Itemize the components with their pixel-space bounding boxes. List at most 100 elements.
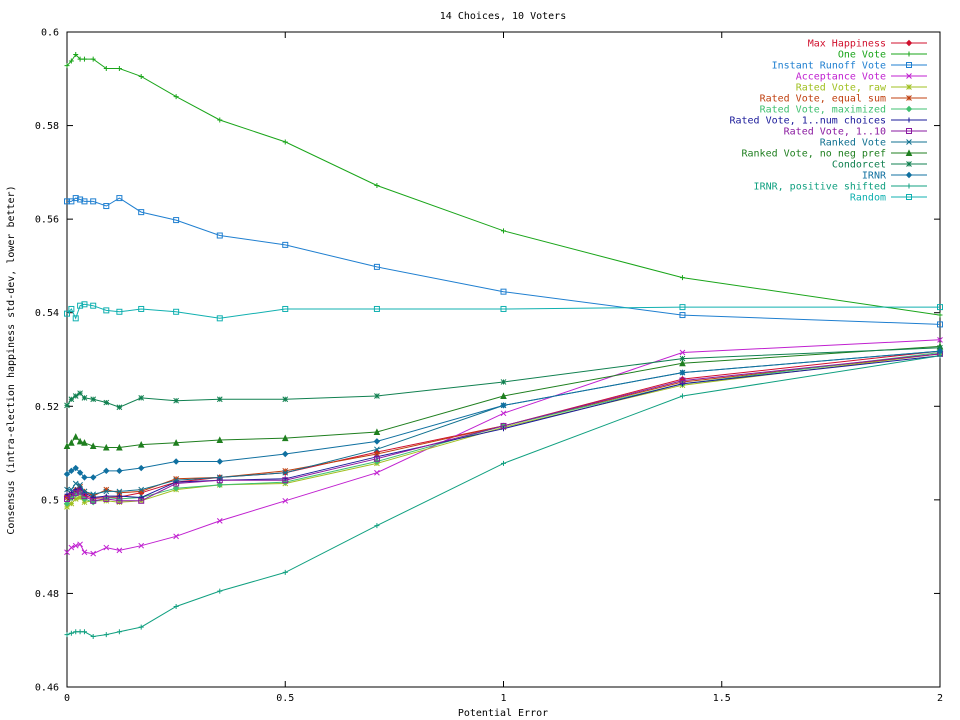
series-point bbox=[116, 547, 123, 554]
series-point bbox=[64, 63, 70, 69]
x-axis-label: Potential Error bbox=[458, 708, 548, 719]
series-point bbox=[64, 402, 70, 409]
series-point bbox=[173, 604, 179, 610]
series-point bbox=[216, 436, 224, 443]
series-point bbox=[937, 353, 943, 359]
series-point bbox=[679, 369, 686, 376]
legend-label: Instant Runoff Vote bbox=[772, 61, 886, 72]
series-point bbox=[216, 474, 223, 481]
series-line bbox=[66, 347, 941, 408]
legend-marker bbox=[905, 39, 913, 47]
series-point bbox=[68, 305, 75, 312]
legend-item: Rated Vote, 1..num choices bbox=[729, 116, 927, 127]
legend-marker bbox=[906, 84, 912, 90]
series-point bbox=[282, 241, 289, 248]
series-point bbox=[500, 410, 507, 417]
series-point bbox=[282, 478, 289, 486]
series-point bbox=[63, 500, 71, 507]
series-point bbox=[72, 542, 79, 549]
series-point bbox=[172, 458, 180, 465]
series-point bbox=[138, 209, 145, 216]
legend-item: Max Happiness bbox=[808, 39, 927, 50]
series-point bbox=[173, 308, 180, 315]
series-point bbox=[68, 396, 75, 403]
series-point bbox=[103, 497, 110, 504]
series-point bbox=[68, 439, 75, 446]
series-1 bbox=[64, 51, 943, 318]
series-point bbox=[282, 450, 289, 458]
series-point bbox=[103, 495, 110, 502]
legend-label: One Vote bbox=[838, 50, 886, 61]
legend-item: IRNR bbox=[862, 171, 927, 182]
series-point bbox=[72, 393, 79, 399]
series-point bbox=[103, 488, 110, 495]
series-point bbox=[373, 263, 380, 270]
series-point bbox=[68, 630, 74, 636]
series-point bbox=[501, 228, 506, 234]
legend-marker bbox=[905, 171, 913, 179]
legend-label: Rated Vote, 1..10 bbox=[784, 127, 886, 138]
series-point bbox=[173, 475, 179, 482]
axis-ticks: 0 0.5 1 1.5 2 0.46 0.48 0.5 0.52 0.54 0.56 0.58 0.6 bbox=[35, 28, 943, 705]
legend-marker bbox=[905, 105, 913, 113]
legend-marker bbox=[906, 73, 912, 79]
legend-label: IRNR, positive shifted bbox=[754, 182, 886, 193]
series-12 bbox=[63, 347, 944, 481]
series-point bbox=[103, 399, 110, 406]
series-point bbox=[216, 458, 223, 465]
legend-item: Random bbox=[850, 193, 927, 204]
series-point bbox=[73, 629, 79, 635]
series-point bbox=[72, 480, 79, 487]
legend-item: Acceptance Vote bbox=[796, 72, 927, 83]
series-point bbox=[138, 305, 145, 312]
series-point bbox=[500, 379, 507, 385]
series-point bbox=[72, 195, 79, 202]
series-point bbox=[76, 469, 84, 476]
series-point bbox=[679, 381, 685, 387]
series-point bbox=[116, 493, 122, 499]
series-point bbox=[374, 469, 380, 476]
series-point bbox=[81, 493, 88, 500]
series-point bbox=[72, 315, 79, 322]
x-tick-label: 0 bbox=[64, 693, 70, 704]
series-point bbox=[282, 497, 289, 504]
series-point bbox=[116, 488, 123, 495]
series-point bbox=[90, 497, 97, 504]
series-point bbox=[116, 497, 123, 504]
series-point bbox=[281, 434, 289, 442]
legend-item: One Vote bbox=[838, 50, 927, 61]
series-point bbox=[68, 198, 75, 205]
legend-label: Random bbox=[850, 193, 886, 204]
series-point bbox=[72, 433, 80, 440]
series-line bbox=[66, 350, 941, 478]
series-point bbox=[77, 494, 83, 501]
series-point bbox=[77, 541, 83, 548]
series-point bbox=[81, 301, 88, 308]
series-point bbox=[138, 486, 145, 493]
legend-marker bbox=[906, 62, 912, 68]
series-point bbox=[102, 443, 110, 451]
series-point bbox=[77, 482, 83, 488]
series-11 bbox=[64, 344, 943, 411]
series-point bbox=[501, 460, 506, 466]
series-point bbox=[500, 392, 507, 399]
series-point bbox=[116, 489, 123, 496]
series-line bbox=[66, 53, 941, 316]
series-point bbox=[374, 451, 380, 457]
series-point bbox=[103, 203, 110, 210]
series-point bbox=[373, 428, 381, 436]
series-point bbox=[116, 467, 123, 475]
series-point bbox=[282, 396, 289, 403]
legend-label: Rated Vote, equal sum bbox=[760, 94, 886, 105]
series-point bbox=[137, 464, 145, 472]
series-point bbox=[103, 486, 110, 493]
series-point bbox=[90, 550, 97, 557]
series-point bbox=[64, 632, 70, 638]
series-point bbox=[679, 355, 686, 362]
series-point bbox=[76, 437, 84, 445]
series-point bbox=[116, 195, 123, 202]
x-tick-label: 1.5 bbox=[713, 693, 731, 704]
series-point bbox=[77, 488, 84, 495]
series-point bbox=[81, 474, 88, 481]
series-point bbox=[90, 633, 96, 639]
